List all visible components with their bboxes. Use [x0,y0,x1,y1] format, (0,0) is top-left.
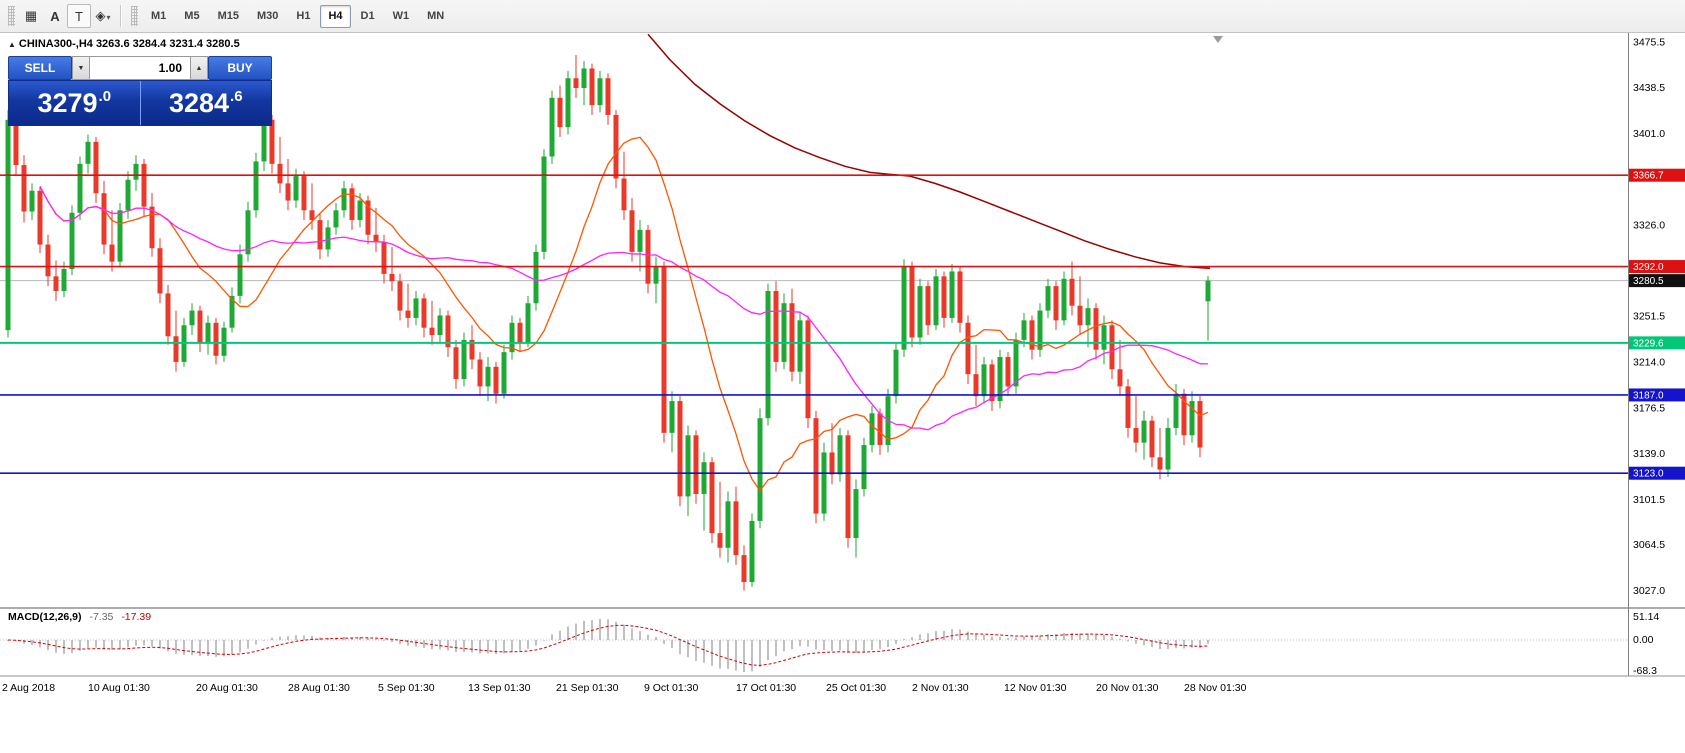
buy-price-main: 3284 [168,87,230,118]
volume-field-wrap [90,56,190,80]
candles-layer [5,55,1211,591]
grid-icon: ▦ [24,8,38,23]
svg-text:3187.0: 3187.0 [1633,390,1664,401]
date-axis[interactable]: 2 Aug 2018 10 Aug 01:30 20 Aug 01:30 28 Aug… [2,682,1247,694]
chart-shift-marker[interactable] [1213,36,1223,43]
buy-price-frac: .6 [230,87,243,105]
svg-text:3326.0: 3326.0 [1633,219,1665,231]
svg-text:17 Oct 01:30: 17 Oct 01:30 [736,682,796,694]
sell-button[interactable]: SELL [8,56,72,80]
svg-text:3292.0: 3292.0 [1633,262,1664,273]
svg-text:3214.0: 3214.0 [1633,356,1665,368]
timeframe-w1[interactable]: W1 [385,5,418,28]
price-badge-3292.0 [1629,260,1685,274]
timeframe-m5[interactable]: M5 [176,5,207,28]
volume-dropdown-button[interactable]: ▼ [72,56,90,80]
toolbar-separator [120,5,122,27]
svg-text:3139.0: 3139.0 [1633,448,1665,460]
timeframe-h1[interactable]: H1 [288,5,318,28]
svg-text:28 Nov 01:30: 28 Nov 01:30 [1184,682,1247,694]
price-badge-3366.7 [1629,168,1685,182]
price-badge-3187.0 [1629,388,1685,402]
volume-up-button[interactable]: ▲ [190,56,208,80]
macd-indicator-label: MACD(12,26,9) -7.35 -17.39 [8,611,151,623]
svg-text:3475.5: 3475.5 [1633,37,1665,49]
buy-button[interactable]: BUY [208,56,272,80]
macd-signal-line [7,624,1209,666]
sell-price-main: 3279 [37,87,98,118]
svg-text:2 Nov 01:30: 2 Nov 01:30 [912,682,969,694]
ma-fast-line [39,136,1209,492]
svg-text:3064.5: 3064.5 [1633,539,1665,551]
timeframe-h4[interactable]: H4 [320,4,351,28]
svg-text:21 Sep 01:30: 21 Sep 01:30 [556,682,619,694]
svg-text:3401.0: 3401.0 [1633,128,1665,140]
macd-histogram [7,618,1209,673]
svg-text:20 Nov 01:30: 20 Nov 01:30 [1096,682,1159,694]
svg-text:3101.5: 3101.5 [1633,494,1665,506]
price-chart[interactable]: 3366.73292.03280.53229.63187.03123.03475… [0,33,1685,700]
svg-text:5 Sep 01:30: 5 Sep 01:30 [378,682,435,694]
svg-text:3280.5: 3280.5 [1633,276,1664,287]
shapes-icon: ◈ [95,8,106,23]
timeframe-m1[interactable]: M1 [143,5,174,28]
svg-text:3366.7: 3366.7 [1633,171,1664,182]
macd-axis-label: 51.14 [1633,611,1659,623]
price-levels-layer[interactable]: 3366.7 3292.0 3280.5 3229.6 3187.0 3123.0 [0,168,1685,480]
sell-price-frac: .0 [98,87,112,105]
macd-axis-label: 0.00 [1633,634,1654,646]
price-badge-3280.5 [1629,274,1685,288]
shapes-dropdown-button[interactable]: ◈▾ [91,4,115,28]
one-click-trade-panel: SELL ▼ ▲ BUY 3279.0 3284.6 [8,56,272,126]
price-badge-3229.6 [1629,336,1685,350]
volume-input[interactable] [90,57,190,79]
chart-ohlc-header: ▲ CHINA300-,H4 3263.6 3284.4 3231.4 3280.… [8,38,240,50]
text-label-icon: A [50,8,60,24]
buy-price-display[interactable]: 3284.6 [139,81,271,125]
timeframe-drag-handle[interactable] [131,6,138,26]
text-label-button[interactable]: A [43,4,67,28]
svg-text:25 Oct 01:30: 25 Oct 01:30 [826,682,886,694]
svg-text:3123.0: 3123.0 [1633,469,1664,480]
svg-text:28 Aug 01:30: 28 Aug 01:30 [288,682,350,694]
svg-text:2 Aug 2018: 2 Aug 2018 [2,682,55,694]
text-tool-button[interactable]: T [67,4,91,28]
timeframe-mn[interactable]: MN [419,5,452,28]
svg-text:12 Nov 01:30: 12 Nov 01:30 [1004,682,1067,694]
svg-text:3027.0: 3027.0 [1633,585,1665,597]
svg-text:10 Aug 01:30: 10 Aug 01:30 [88,682,150,694]
svg-text:3251.5: 3251.5 [1633,311,1665,323]
svg-text:3438.5: 3438.5 [1633,82,1665,94]
macd-main-value: -7.35 [89,611,114,623]
ma-slow-line [39,185,1209,431]
svg-text:3176.5: 3176.5 [1633,402,1665,414]
macd-signal-value: -17.39 [121,611,152,623]
timeframe-toolbar: M1 M5 M15 M30 H1 H4 D1 W1 MN [142,4,453,28]
toolbar-drag-handle[interactable] [8,6,15,26]
svg-text:13 Sep 01:30: 13 Sep 01:30 [468,682,531,694]
timeframe-m30[interactable]: M30 [249,5,286,28]
chart-area: 3366.7 3292.0 3280.5 3229.6 3187.0 3123.0 3475… [0,33,1685,753]
macd-name: MACD(12,26,9) [8,611,82,623]
grid-tool-button[interactable]: ▦ [19,4,43,28]
chevron-down-icon: ▾ [106,13,111,22]
price-axis[interactable]: 3475.5 3438.5 3401.0 3326.0 3251.5 3214.0 3176… [1633,37,1665,597]
ohlc-text: CHINA300-,H4 3263.6 3284.4 3231.4 3280.5 [18,38,240,50]
sell-price-display[interactable]: 3279.0 [9,81,140,125]
text-tool-icon: T [75,8,83,24]
svg-text:3229.6: 3229.6 [1633,338,1664,349]
svg-text:20 Aug 01:30: 20 Aug 01:30 [196,682,258,694]
price-badge-3123.0 [1629,466,1685,480]
timeframe-m15[interactable]: M15 [210,5,247,28]
toolbar: ▦ A T ◈▾ M1 M5 M15 M30 H1 H4 D1 W1 MN [0,0,1685,33]
macd-axis-label: -68.3 [1633,665,1657,677]
ma-long-line [647,33,1211,270]
timeframe-d1[interactable]: D1 [353,5,383,28]
collapse-arrow-icon[interactable]: ▲ [8,40,16,49]
svg-text:9 Oct 01:30: 9 Oct 01:30 [644,682,698,694]
